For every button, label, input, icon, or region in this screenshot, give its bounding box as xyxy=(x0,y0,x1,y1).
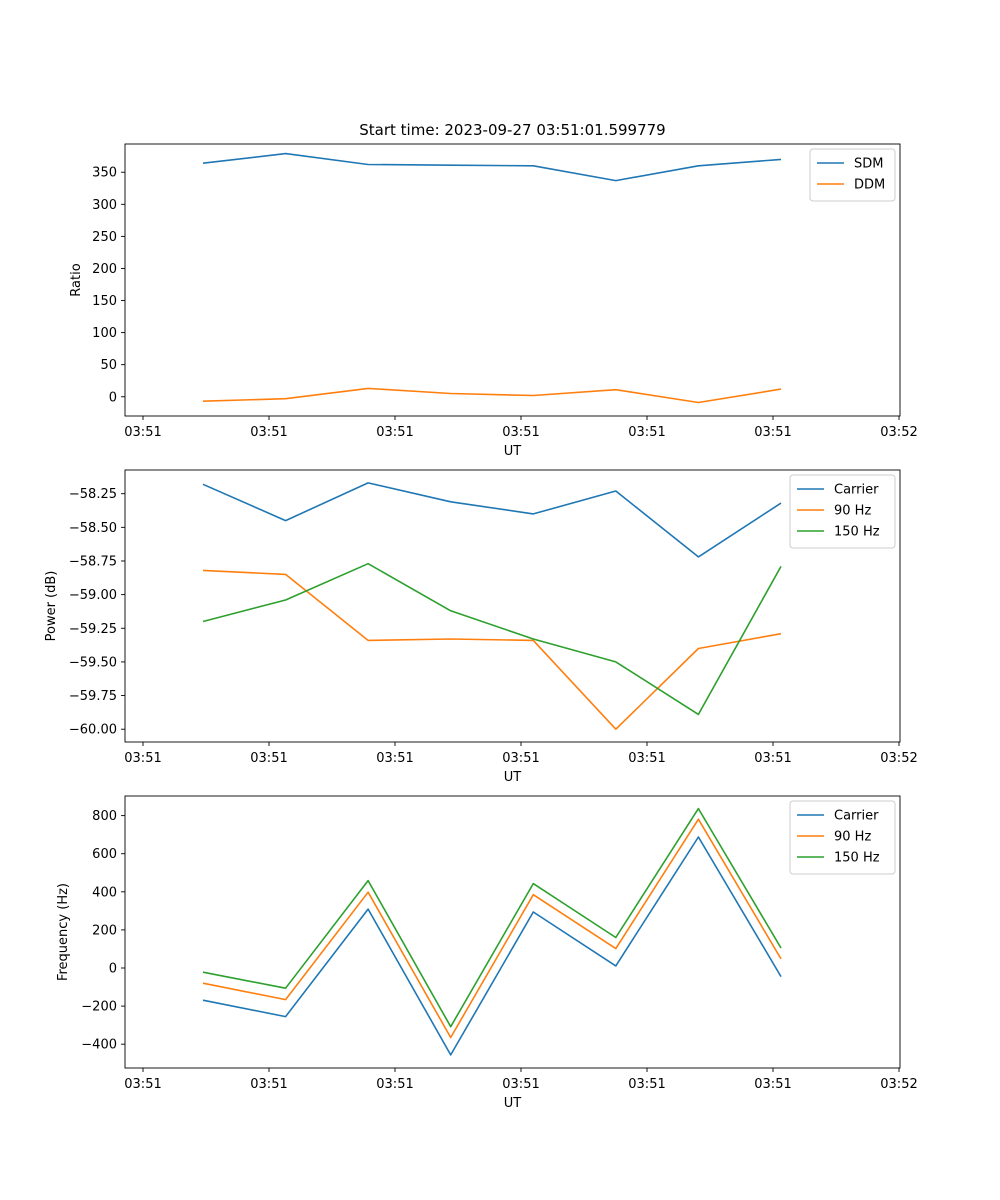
y-tick-label: −58.25 xyxy=(69,487,117,502)
legend-label: 90 Hz xyxy=(834,504,871,519)
x-tick-label: 03:51 xyxy=(754,751,791,766)
series-line-150-hz xyxy=(202,807,782,1028)
axes-frame xyxy=(124,795,901,1069)
y-tick-label: −59.25 xyxy=(69,622,117,637)
y-tick-label: 50 xyxy=(100,358,117,373)
y-tick-label: −60.00 xyxy=(69,723,117,738)
y-tick-label: 200 xyxy=(92,923,117,938)
y-tick-label: 600 xyxy=(92,847,117,862)
x-tick-label: 03:51 xyxy=(628,425,665,440)
subplot-1: Start time: 2023-09-27 03:51:01.599779 0 5… xyxy=(69,121,918,459)
legend-box xyxy=(789,474,896,549)
x-tick-label: 03:51 xyxy=(124,751,161,766)
y-tick-label: 150 xyxy=(92,294,117,309)
x-axis-label: UT xyxy=(504,444,522,459)
x-tick-label: 03:51 xyxy=(250,751,287,766)
x-tick-label: 03:52 xyxy=(880,425,917,440)
legend-label: 150 Hz xyxy=(834,525,880,540)
legend-label: 150 Hz xyxy=(834,851,880,866)
y-tick-label: −58.50 xyxy=(69,521,117,536)
y-tick-label: 100 xyxy=(92,326,117,341)
legend-box xyxy=(809,148,896,202)
legend-label: Carrier xyxy=(834,483,879,498)
x-axis-label: UT xyxy=(504,1096,522,1111)
series-line-sdm xyxy=(202,152,782,182)
x-tick-label: 03:51 xyxy=(376,751,413,766)
y-tick-label: 800 xyxy=(92,809,117,824)
series-line-ddm xyxy=(202,387,782,404)
x-tick-label: 03:51 xyxy=(376,1077,413,1092)
x-tick-label: 03:52 xyxy=(880,751,917,766)
chart-title: Start time: 2023-09-27 03:51:01.599779 xyxy=(359,121,665,139)
x-tick-label: 03:51 xyxy=(250,425,287,440)
x-tick-label: 03:51 xyxy=(124,425,161,440)
y-tick-label: 0 xyxy=(109,962,117,977)
legend-label: Carrier xyxy=(834,809,879,824)
y-tick-label: −58.75 xyxy=(69,554,117,569)
x-tick-label: 03:51 xyxy=(250,1077,287,1092)
y-tick-label: 250 xyxy=(92,230,117,245)
y-tick-label: −200 xyxy=(81,1000,117,1015)
y-tick-label: −59.75 xyxy=(69,689,117,704)
y-axis-label: Frequency (Hz) xyxy=(56,883,71,981)
series-line-carrier xyxy=(202,482,782,558)
x-tick-label: 03:51 xyxy=(502,425,539,440)
subplot-2: −60.00 −59.75 −59.50 −59.25 −59.00 −58.75 −58.… xyxy=(44,469,918,785)
series-line-90-hz xyxy=(202,818,782,1039)
axes-frame xyxy=(124,469,901,743)
subplot-3: −400 −200 0 200 400 600 800 03:51 03:51 03:51 03:5… xyxy=(56,795,918,1111)
x-tick-label: 03:51 xyxy=(628,1077,665,1092)
series-line-90-hz xyxy=(202,569,782,731)
series-line-carrier xyxy=(202,836,782,1056)
legend-box xyxy=(789,800,896,875)
y-tick-label: 400 xyxy=(92,885,117,900)
y-axis-label: Ratio xyxy=(69,263,84,296)
y-tick-label: 200 xyxy=(92,262,117,277)
x-axis-label: UT xyxy=(504,770,522,785)
y-tick-label: 300 xyxy=(92,198,117,213)
x-tick-label: 03:51 xyxy=(376,425,413,440)
y-tick-label: −59.00 xyxy=(69,588,117,603)
series-line-150-hz xyxy=(202,562,782,716)
legend-label: DDM xyxy=(854,178,885,193)
x-tick-label: 03:51 xyxy=(754,1077,791,1092)
x-tick-label: 03:51 xyxy=(628,751,665,766)
x-tick-label: 03:51 xyxy=(754,425,791,440)
y-tick-label: −59.50 xyxy=(69,655,117,670)
y-axis-label: Power (dB) xyxy=(44,571,59,642)
y-tick-label: 350 xyxy=(92,166,117,181)
x-tick-label: 03:51 xyxy=(502,751,539,766)
axes-frame xyxy=(124,143,901,417)
y-tick-label: 0 xyxy=(109,390,117,405)
y-tick-label: −400 xyxy=(81,1038,117,1053)
x-tick-label: 03:52 xyxy=(880,1077,917,1092)
x-tick-label: 03:51 xyxy=(124,1077,161,1092)
legend-label: 90 Hz xyxy=(834,830,871,845)
x-tick-label: 03:51 xyxy=(502,1077,539,1092)
legend-label: SDM xyxy=(854,157,883,172)
